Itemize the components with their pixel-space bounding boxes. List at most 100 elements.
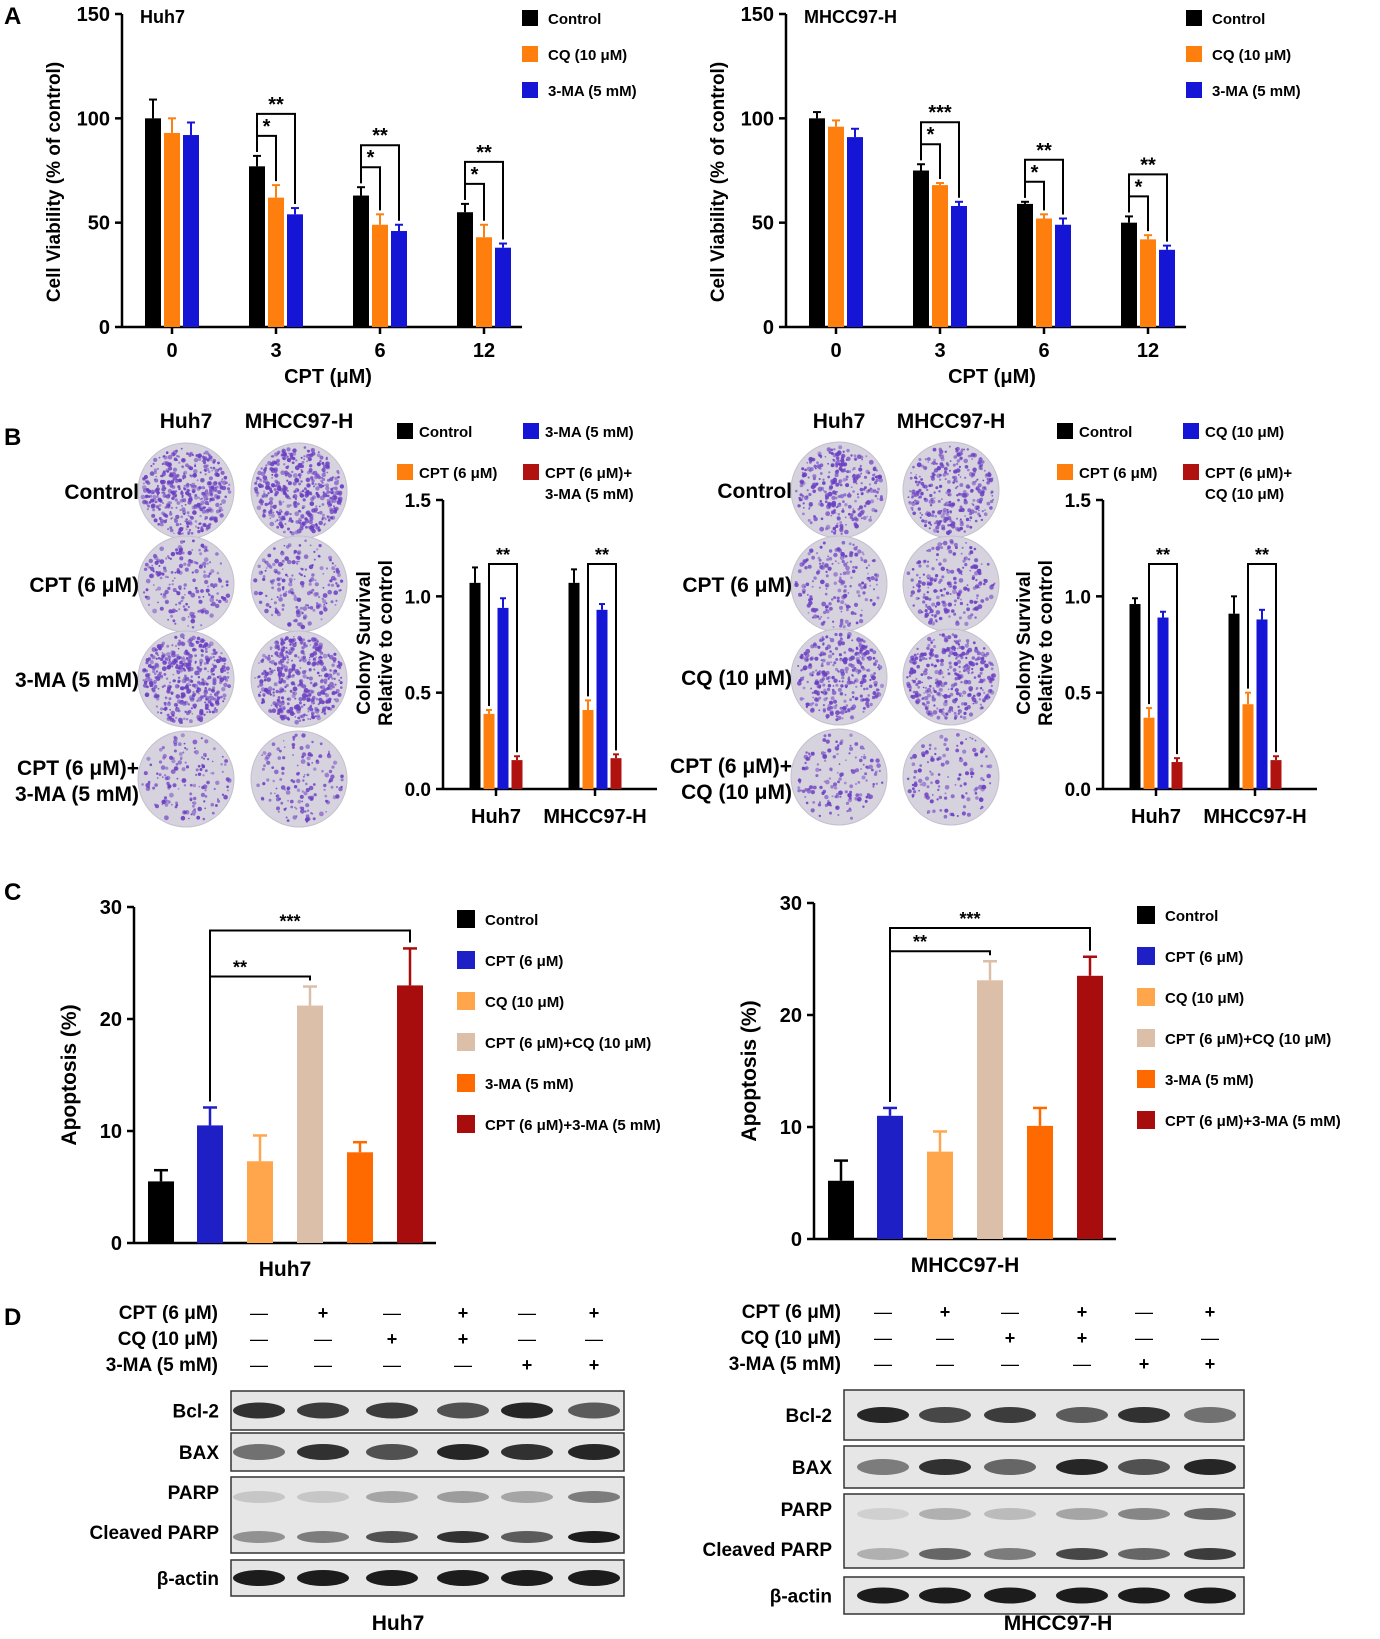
colony — [269, 517, 272, 520]
colony — [227, 684, 232, 688]
colony — [962, 566, 965, 569]
colony — [259, 691, 262, 693]
colony — [972, 702, 975, 705]
colony — [181, 551, 185, 555]
colony — [271, 598, 273, 601]
colony — [296, 597, 302, 602]
colony — [282, 452, 287, 457]
colony — [810, 687, 813, 690]
colony — [216, 799, 221, 803]
colony — [950, 569, 955, 574]
colony — [853, 457, 858, 461]
colony — [163, 519, 167, 524]
colony — [938, 490, 941, 493]
colony — [253, 590, 259, 596]
colony — [336, 672, 340, 676]
bar-3-ma — [391, 231, 407, 327]
colony — [193, 683, 199, 689]
colony — [868, 483, 872, 486]
colony — [924, 696, 929, 701]
legend-swatch — [1137, 1029, 1155, 1047]
colony — [200, 716, 204, 720]
colony — [156, 573, 160, 577]
colony — [806, 593, 809, 596]
colony — [811, 702, 815, 705]
colony — [952, 463, 956, 467]
colony — [269, 579, 274, 584]
colony — [256, 783, 260, 788]
colony — [921, 781, 927, 787]
colony — [955, 657, 958, 660]
dish-column-label: Huh7 — [813, 410, 866, 433]
colony — [178, 585, 182, 590]
colony — [929, 799, 934, 804]
colony — [273, 468, 278, 474]
protein-band — [568, 1444, 620, 1460]
colony — [181, 767, 186, 772]
treatment-sign: + — [1005, 1328, 1016, 1348]
colony — [221, 585, 224, 588]
colony — [173, 457, 178, 462]
colony — [860, 756, 863, 758]
colony — [184, 593, 186, 596]
colony — [946, 508, 949, 511]
colony — [939, 809, 943, 812]
colony — [942, 753, 946, 758]
legend-label: CPT (6 μM) — [485, 953, 563, 970]
colony — [287, 465, 290, 468]
colony — [179, 633, 185, 639]
colony — [154, 478, 159, 483]
colony — [921, 656, 926, 661]
colony — [912, 679, 916, 684]
colony — [200, 695, 204, 699]
colony — [291, 693, 296, 699]
colony — [145, 588, 149, 592]
colony — [152, 462, 155, 465]
colony — [929, 770, 932, 773]
colony — [266, 778, 270, 782]
colony — [200, 589, 204, 593]
y-tick-label: 0.5 — [1065, 684, 1092, 705]
colony — [873, 672, 876, 675]
colony — [325, 486, 330, 491]
colony — [843, 699, 847, 703]
colony — [939, 462, 944, 466]
colony — [930, 676, 933, 680]
colony — [848, 680, 850, 683]
colony — [298, 719, 302, 722]
colony — [277, 562, 283, 567]
colony — [274, 702, 279, 708]
colony — [194, 586, 198, 590]
colony — [297, 716, 301, 720]
colony — [262, 512, 265, 515]
colony — [173, 736, 178, 741]
colony — [834, 560, 837, 563]
colony — [164, 704, 167, 707]
colony — [158, 507, 161, 511]
colony — [201, 678, 205, 681]
colony — [286, 787, 290, 791]
colony — [145, 502, 149, 506]
colony — [961, 702, 965, 706]
y-tick-label: 0.0 — [405, 780, 431, 801]
colony — [265, 560, 269, 565]
colony — [838, 763, 841, 765]
colony — [191, 549, 193, 551]
colony — [180, 641, 186, 647]
colony — [309, 516, 314, 521]
colony — [257, 685, 260, 688]
colony — [156, 777, 159, 779]
colony — [285, 494, 289, 498]
colony — [809, 467, 814, 472]
colony — [146, 494, 149, 498]
colony — [934, 577, 938, 581]
colony — [964, 664, 967, 668]
bar-control — [353, 195, 369, 327]
colony — [942, 527, 946, 531]
colony — [939, 734, 944, 739]
colony — [966, 524, 970, 528]
bar-1-2 — [1256, 619, 1268, 789]
colony — [926, 549, 929, 552]
colony — [280, 643, 283, 646]
